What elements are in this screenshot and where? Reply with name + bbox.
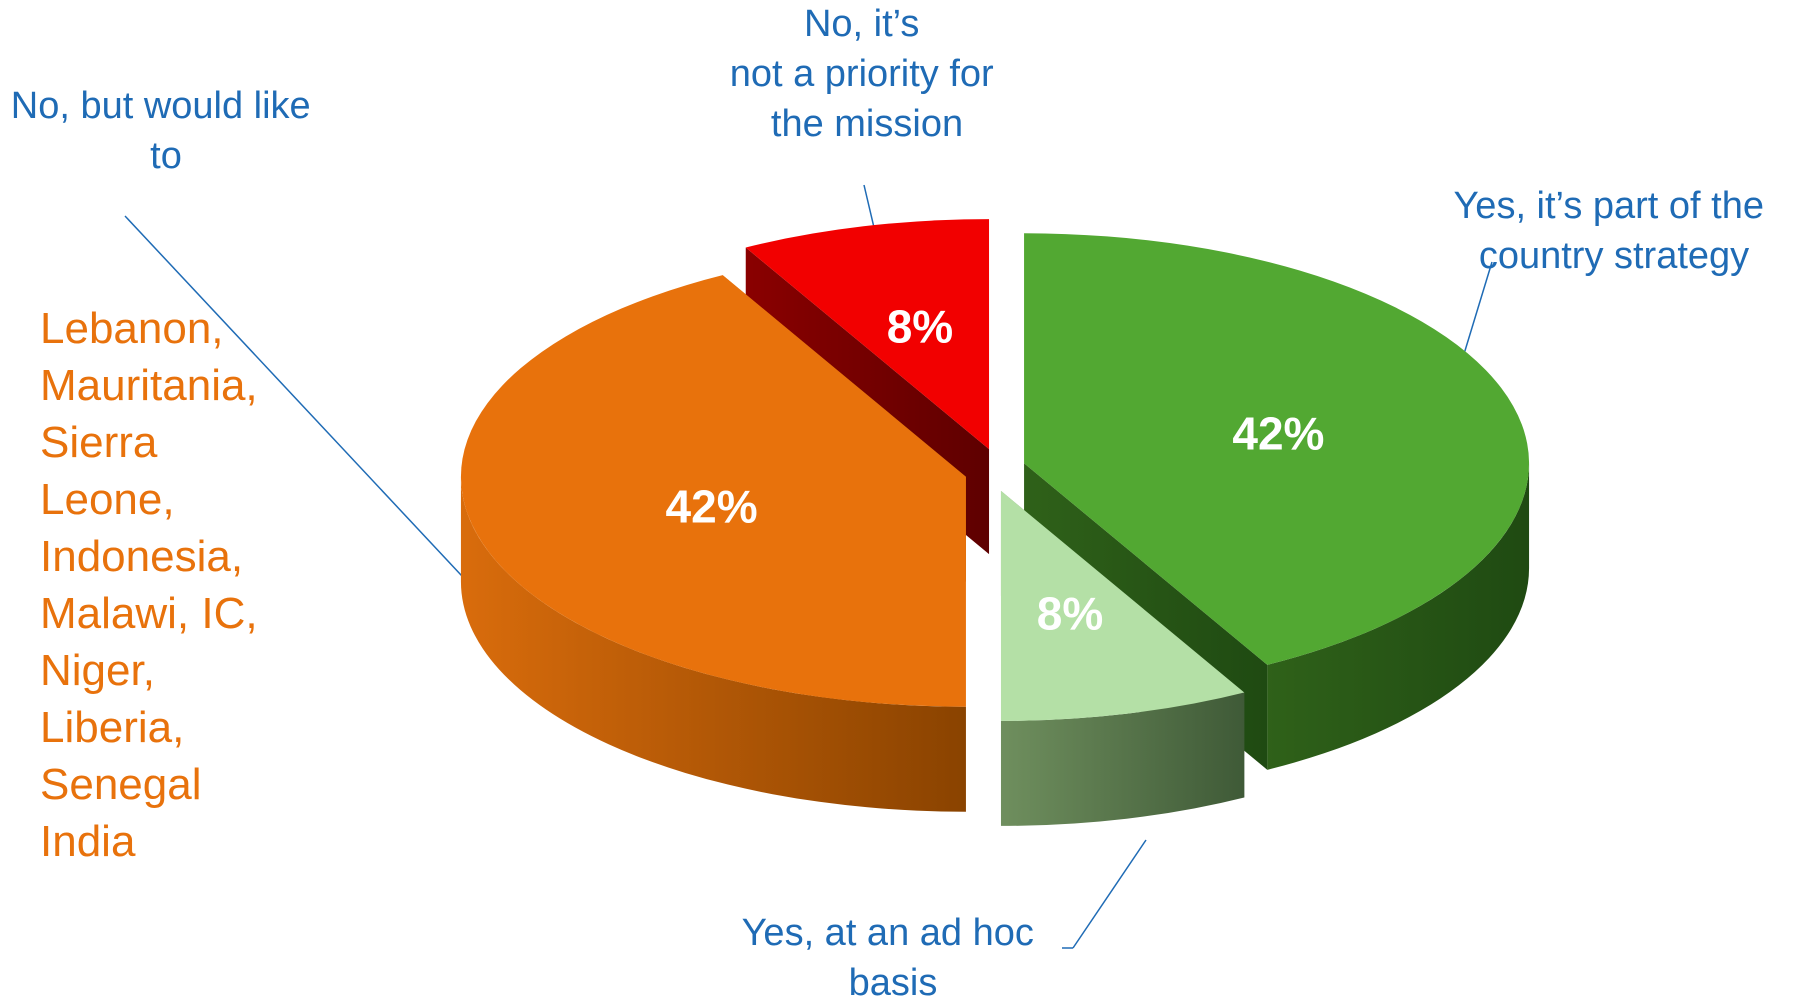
category-label-would-like-line1: No, but would like (11, 85, 311, 127)
country-annotation-line: Liberia, (40, 703, 185, 752)
category-label-ad-hoc-line1: Yes, at an ad hoc (742, 912, 1034, 954)
country-annotation-line: Indonesia, (40, 532, 244, 581)
country-annotation-line: India (40, 817, 136, 866)
value-label-strategy: 42% (1232, 408, 1324, 460)
country-annotation-line: Niger, (40, 646, 155, 695)
country-annotation-line: Sierra (40, 418, 158, 467)
country-annotation-line: Lebanon, (40, 304, 224, 353)
category-label-priority-line2: not a priority for (730, 53, 994, 95)
category-label-would-like: No, but would like to (11, 85, 322, 177)
category-label-priority-line3: the mission (771, 103, 963, 145)
country-annotation-line: Senegal (40, 760, 202, 809)
leader-line-would-like (124, 215, 506, 623)
value-label-priority: 8% (887, 301, 953, 353)
category-label-strategy: Yes, it’s part of the country strategy (1453, 185, 1774, 277)
category-label-ad-hoc-line2: basis (849, 962, 938, 1002)
category-label-strategy-line2: country strategy (1479, 235, 1749, 277)
country-annotation: Lebanon, Mauritania, Sierra Leone, Indonesia… (40, 300, 340, 870)
slice-top-would-like (460, 275, 966, 707)
category-labels: Yes, it’s part of the country strategy Y… (11, 3, 1774, 1002)
value-label-ad-hoc: 8% (1037, 587, 1103, 639)
pie-value-labels: 42% 8% 42% 8% (666, 301, 1325, 640)
category-label-strategy-line1: Yes, it’s part of the (1453, 185, 1764, 227)
country-annotation-line: Mauritania, (40, 361, 258, 410)
slice-top-priority (745, 219, 990, 450)
pie-slice-ad-hoc (1000, 490, 1245, 826)
value-label-would-like: 42% (666, 480, 758, 532)
country-annotation-line: Malawi, IC, (40, 589, 258, 638)
slice-top-ad-hoc (1000, 490, 1245, 721)
category-label-priority: No, it’s not a priority for the mission (730, 3, 1005, 145)
slice-wall-would-like (460, 476, 966, 812)
country-annotation-line: Leone, (40, 475, 175, 524)
category-label-would-like-line2: to (150, 135, 182, 177)
slice-wall-strategy (1267, 463, 1530, 770)
category-label-priority-line1: No, it’s (804, 3, 919, 45)
slice-top-strategy (1024, 233, 1530, 665)
leader-line-ad-hoc (1072, 839, 1147, 949)
pie-slice-would-like (460, 275, 966, 812)
category-label-ad-hoc: Yes, at an ad hoc basis (742, 912, 1045, 1002)
pie-slices (460, 219, 1530, 826)
